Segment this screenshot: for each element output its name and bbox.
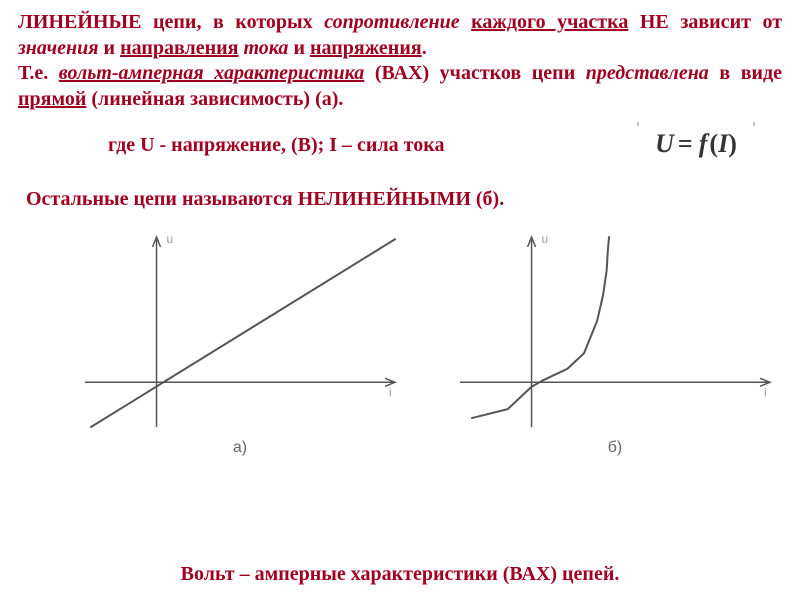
formula-equation: U=f(I) (636, 120, 756, 166)
formula-description: где U - напряжение, (В); I – сила тока (108, 134, 444, 157)
nonlinear-statement: Остальные цепи называются НЕЛИНЕЙНЫМИ (б… (18, 188, 782, 211)
svg-text:u: u (167, 232, 174, 246)
chart-nonlinear: ui (450, 227, 780, 437)
chart-linear: ui (75, 227, 405, 437)
figure-caption: Вольт – амперные характеристики (ВАХ) це… (0, 563, 800, 586)
formula-text: U=f(I) (655, 129, 737, 158)
definition-paragraph: ЛИНЕЙНЫЕ цепи, в которых сопротивление к… (18, 10, 782, 112)
svg-text:i: i (389, 386, 392, 400)
svg-text:i: i (764, 386, 767, 400)
charts-container: ui а) ui б) (20, 227, 780, 477)
chart-b-label: б) (450, 439, 780, 457)
svg-text:u: u (542, 232, 549, 246)
formula-line: где U - напряжение, (В); I – сила тока U… (18, 126, 782, 168)
chart-a-label: а) (75, 439, 405, 457)
